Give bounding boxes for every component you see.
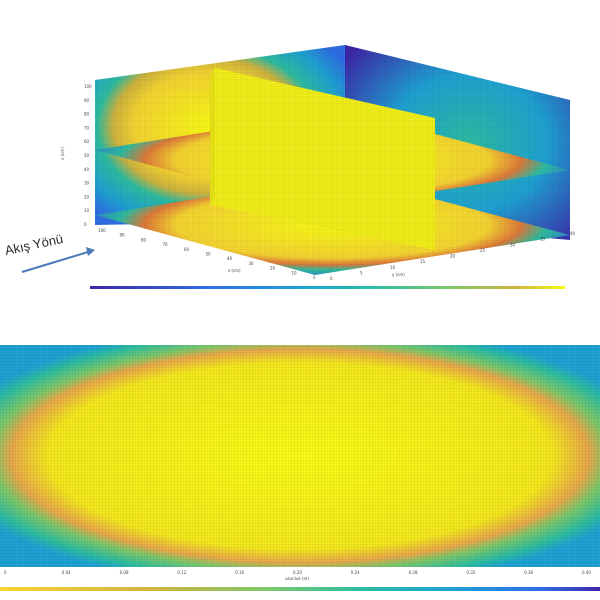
y-tick-label: 40 — [227, 256, 233, 261]
x-tick-label-2d: 0.20 — [293, 570, 302, 575]
z-tick-label: 20 — [84, 194, 90, 199]
x-tick-label: 40 — [570, 231, 576, 236]
x-tick-label: 35 — [540, 237, 546, 242]
2d-heatmap: 0 0.04 0.08 0.12 0.16 0.20 0.24 0.28 0.32 0.36 0.4… — [0, 345, 600, 591]
x-tick-label-2d: 0.24 — [351, 570, 360, 575]
x-tick-label: 20 — [450, 254, 456, 259]
xlabel: y (cm) — [392, 272, 405, 277]
z-tick-label: 30 — [84, 181, 90, 186]
x-tick-label: 0 — [330, 276, 333, 281]
x-tick-label-2d: 0.32 — [466, 570, 475, 575]
colorbar-2d — [0, 587, 600, 591]
z-tick-label: 90 — [84, 98, 90, 103]
z-tick-label: 10 — [84, 208, 90, 213]
x-tick-label-2d: 0.36 — [524, 570, 533, 575]
x-tick-label: 10 — [390, 265, 396, 270]
x-tick-label-2d: 0.28 — [409, 570, 418, 575]
y-tick-label: 70 — [163, 242, 169, 247]
x-tick-label-2d: 0.04 — [62, 570, 71, 575]
ylabel: z (cm) — [228, 268, 241, 273]
x-tick-label: 5 — [360, 270, 363, 275]
x-tick-label-2d: 0.16 — [235, 570, 244, 575]
y-tick-label: 50 — [206, 252, 212, 257]
x-tick-label: 15 — [420, 259, 426, 264]
colorbar-3d — [90, 286, 565, 289]
y-tick-label: 20 — [270, 266, 276, 271]
x-tick-label-2d: 0.40 — [582, 570, 591, 575]
y-tick-label: 10 — [292, 270, 298, 275]
z-tick-label: 50 — [84, 153, 90, 158]
z-tick-label: 70 — [84, 125, 90, 130]
x-tick-label: 30 — [510, 242, 516, 247]
z-tick-label: 60 — [84, 139, 90, 144]
xlabel-2d: uzunluk (m) — [285, 576, 309, 581]
x-tick-label-2d: 0.08 — [120, 570, 129, 575]
y-tick-label: 80 — [141, 237, 147, 242]
y-tick-label: 90 — [120, 233, 126, 238]
y-tick-label: 100 — [98, 228, 106, 233]
flow-direction-label: Akış Yönü — [4, 231, 65, 258]
y-tick-label: 60 — [184, 247, 190, 252]
z-tick-label: 40 — [84, 167, 90, 172]
z-tick-label: 0 — [84, 222, 87, 227]
x-axis-ticks-2d: 0 0.04 0.08 0.12 0.16 0.20 0.24 0.28 0.32 0.36 0.4… — [4, 570, 591, 575]
zlabel: x (cm) — [60, 147, 65, 160]
z-tick-label: 80 — [84, 112, 90, 117]
z-tick-label: 100 — [84, 84, 92, 89]
x-tick-label-2d: 0 — [4, 570, 7, 575]
y-tick-label: 0 — [313, 275, 316, 280]
x-tick-label: 25 — [480, 248, 486, 253]
x-axis-ticks: 0 5 10 15 20 25 30 35 40 — [330, 231, 576, 281]
x-tick-label-2d: 0.12 — [177, 570, 186, 575]
flow-arrow-icon — [21, 247, 95, 273]
y-tick-label: 30 — [249, 261, 255, 266]
